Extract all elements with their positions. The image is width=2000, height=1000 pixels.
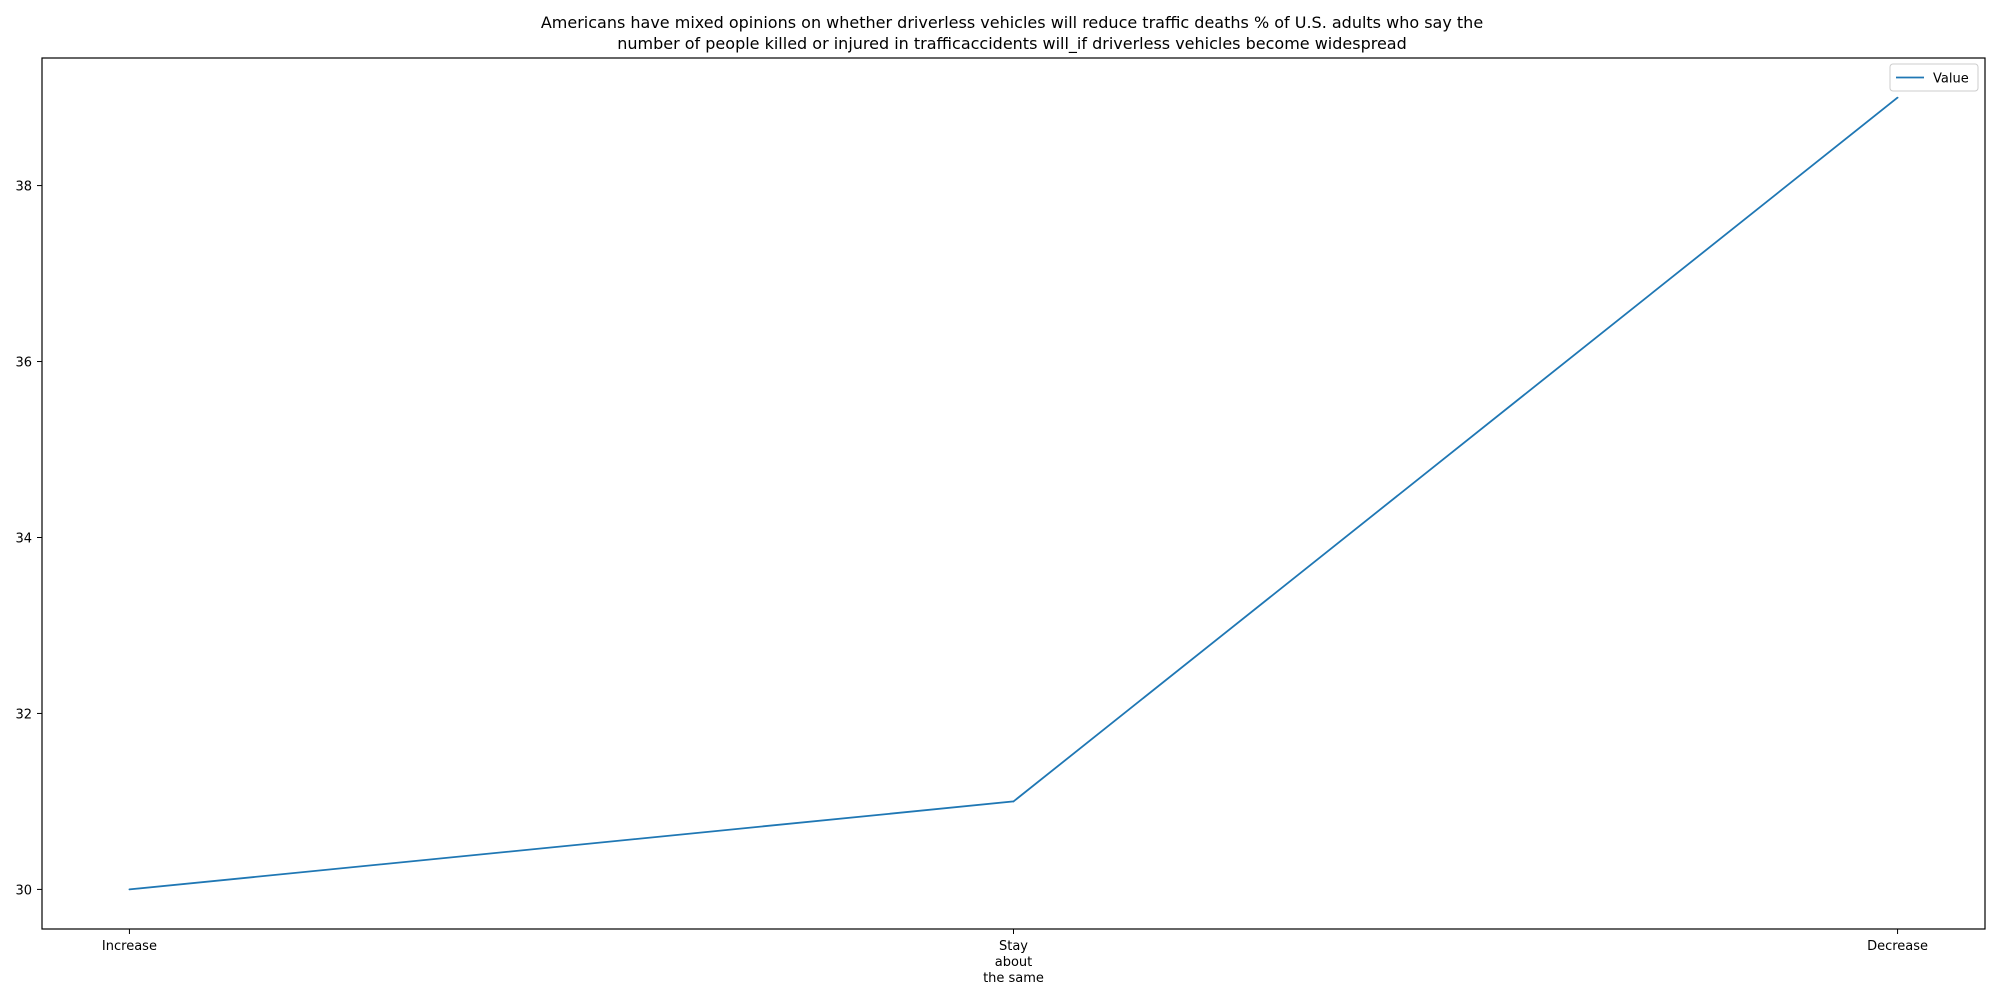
y-axis: 30 32 34 36 38 [15, 180, 42, 898]
x-tick-label: Decrease [1867, 939, 1928, 954]
series-layer [128, 96, 1899, 891]
series-line-value [129, 96, 1899, 891]
x-tick-label-line: the same [983, 971, 1044, 986]
x-tick-label-line: Decrease [1867, 939, 1928, 954]
legend-label: Value [1933, 72, 1969, 87]
plot-area-frame [41, 57, 1986, 930]
legend-box [1889, 63, 1979, 92]
chart-title-line-1: Americans have mixed opinions on whether… [541, 13, 1483, 32]
x-tick-label: Stay about the same [983, 939, 1044, 986]
x-tick-label-line: Increase [102, 939, 157, 954]
y-tick-label: 38 [15, 180, 32, 195]
y-tick-label: 32 [15, 707, 32, 722]
x-tick-label-line: about [995, 955, 1033, 970]
chart-title-line-2: number of people killed or injured in tr… [617, 34, 1407, 54]
data-point [1896, 96, 1899, 99]
data-point [128, 888, 131, 891]
x-tick-label-line: Stay [999, 939, 1028, 954]
y-tick-label: 34 [15, 531, 32, 546]
legend: Value [1889, 63, 1979, 92]
chart-title: Americans have mixed opinions on whether… [541, 13, 1483, 54]
data-point [1012, 800, 1015, 803]
x-axis: Increase Stay about the same Decrease [102, 929, 1928, 986]
x-tick-label: Increase [102, 939, 157, 954]
y-tick-label: 36 [15, 356, 32, 371]
y-tick-label: 30 [15, 883, 32, 898]
